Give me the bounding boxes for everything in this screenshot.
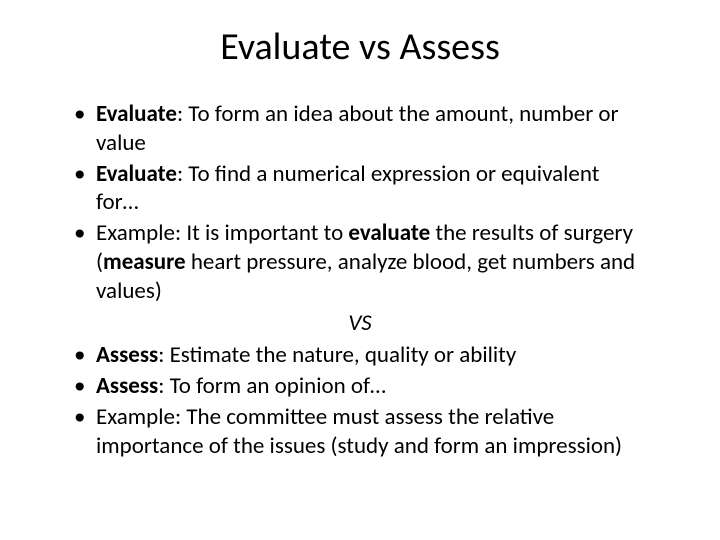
- bullet-text: Example: The committee must assess the r…: [96, 403, 622, 460]
- bullet-list: Assess: Estimate the nature, quality or …: [50, 341, 670, 460]
- list-item: Assess: Estimate the nature, quality or …: [74, 341, 646, 370]
- bold-term: Evaluate: [96, 100, 177, 128]
- list-item: Example: It is important to evaluate the…: [74, 219, 646, 305]
- slide-title: Evaluate vs Assess: [50, 24, 670, 70]
- bold-term: Evaluate: [96, 160, 177, 188]
- bold-term: Assess: [96, 341, 158, 369]
- bold-term: measure: [103, 248, 191, 276]
- list-item: Example: The committee must assess the r…: [74, 403, 646, 461]
- bullet-text: : Estimate the nature, quality or abilit…: [158, 341, 516, 369]
- vs-separator: VS: [50, 309, 670, 337]
- list-item: Assess: To form an opinion of…: [74, 372, 646, 401]
- list-item: Evaluate: To form an idea about the amou…: [74, 100, 646, 158]
- slide: Evaluate vs Assess Evaluate: To form an …: [0, 0, 720, 540]
- bold-term: evaluate: [348, 219, 435, 247]
- bold-term: Assess: [96, 372, 158, 400]
- list-item: Evaluate: To find a numerical expression…: [74, 160, 646, 218]
- bullet-text: : To form an opinion of…: [158, 372, 386, 400]
- bullet-text: Example: It is important to: [96, 219, 348, 247]
- bullet-list: Evaluate: To form an idea about the amou…: [50, 100, 670, 305]
